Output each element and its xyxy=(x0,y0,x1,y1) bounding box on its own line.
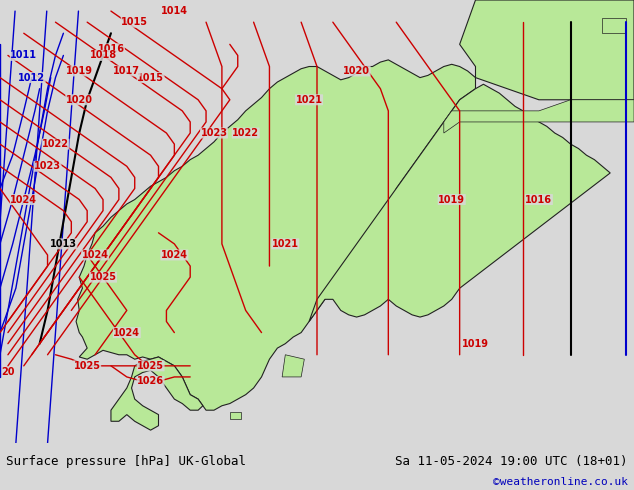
Text: 1012: 1012 xyxy=(18,73,45,83)
Text: 1024: 1024 xyxy=(10,195,37,204)
Text: 1025: 1025 xyxy=(74,361,101,371)
Text: 1025: 1025 xyxy=(89,272,117,282)
Text: 1026: 1026 xyxy=(137,376,164,387)
Text: 1024: 1024 xyxy=(82,250,108,260)
Text: 1021: 1021 xyxy=(295,95,323,105)
Text: 1021: 1021 xyxy=(272,239,299,249)
Text: 1022: 1022 xyxy=(42,139,69,149)
Text: 1019: 1019 xyxy=(438,195,465,204)
Text: Surface pressure [hPa] UK-Global: Surface pressure [hPa] UK-Global xyxy=(6,455,247,468)
Text: Sa 11-05-2024 19:00 UTC (18+01): Sa 11-05-2024 19:00 UTC (18+01) xyxy=(395,455,628,468)
Text: 1020: 1020 xyxy=(343,66,370,76)
Text: 1024: 1024 xyxy=(113,328,140,338)
Polygon shape xyxy=(444,100,634,133)
Text: 1023: 1023 xyxy=(34,161,61,172)
Text: 1016: 1016 xyxy=(526,195,552,204)
Polygon shape xyxy=(602,18,626,33)
Polygon shape xyxy=(76,60,476,410)
Text: 1015: 1015 xyxy=(121,17,148,27)
Text: 1011: 1011 xyxy=(10,50,37,60)
Text: 1025: 1025 xyxy=(137,361,164,371)
Text: 1015: 1015 xyxy=(137,73,164,83)
Text: 1018: 1018 xyxy=(89,50,117,60)
Text: 1024: 1024 xyxy=(161,250,188,260)
Text: ©weatheronline.co.uk: ©weatheronline.co.uk xyxy=(493,477,628,487)
Polygon shape xyxy=(230,413,241,419)
Text: 1022: 1022 xyxy=(232,128,259,138)
Polygon shape xyxy=(309,84,610,321)
Text: 1014: 1014 xyxy=(161,6,188,16)
Text: 1020: 1020 xyxy=(66,95,93,105)
Text: 1013: 1013 xyxy=(50,239,77,249)
Text: 1023: 1023 xyxy=(200,128,228,138)
Text: 1019: 1019 xyxy=(66,66,93,76)
Text: 1016: 1016 xyxy=(98,44,124,54)
Polygon shape xyxy=(460,0,634,100)
Polygon shape xyxy=(282,355,304,377)
Text: 1017: 1017 xyxy=(113,66,140,76)
Text: 20: 20 xyxy=(1,368,15,377)
Polygon shape xyxy=(111,357,203,430)
Text: 1019: 1019 xyxy=(462,339,489,349)
